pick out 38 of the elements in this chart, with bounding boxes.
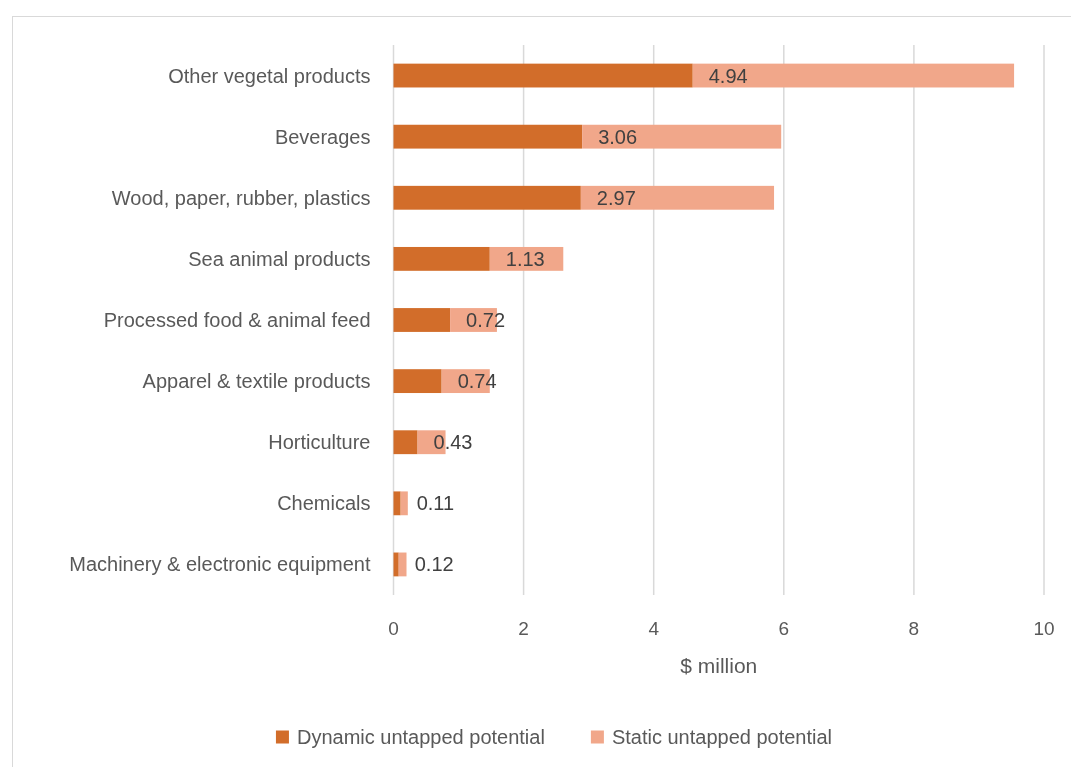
data-label: 0.12 bbox=[414, 553, 454, 576]
legend-label: Static untapped potential bbox=[611, 726, 833, 748]
y-tick-label: Horticulture bbox=[268, 431, 371, 454]
bar bbox=[393, 246, 490, 271]
y-tick-label: Apparel & textile products bbox=[142, 370, 371, 393]
legend-label: Dynamic untapped potential bbox=[296, 726, 545, 748]
data-label: 2.97 bbox=[596, 186, 636, 209]
x-tick-label: 8 bbox=[908, 617, 920, 639]
y-tick-label: Other vegetal products bbox=[168, 64, 371, 87]
y-tick-label: Wood, paper, rubber, plastics bbox=[111, 186, 371, 209]
y-tick-label: Processed food & animal feed bbox=[103, 309, 371, 331]
x-tick-label: 6 bbox=[778, 617, 790, 639]
bar bbox=[393, 63, 693, 88]
bar bbox=[393, 185, 581, 210]
x-tick-label: 2 bbox=[518, 617, 529, 639]
x-tick-label: 0 bbox=[388, 617, 399, 639]
bar bbox=[400, 491, 408, 516]
bar bbox=[393, 552, 399, 577]
y-tick-label: Sea animal products bbox=[188, 247, 371, 270]
x-axis-title: $ million bbox=[680, 654, 758, 678]
x-tick-label: 10 bbox=[1033, 617, 1055, 639]
y-tick-label: Machinery & electronic equipment bbox=[69, 553, 371, 576]
bar bbox=[393, 430, 418, 455]
data-label: 4.94 bbox=[708, 64, 748, 87]
x-tick-label: 4 bbox=[648, 617, 660, 639]
data-label: 1.13 bbox=[505, 247, 545, 270]
bar bbox=[582, 124, 782, 149]
data-label: 0.11 bbox=[416, 492, 455, 515]
bar bbox=[692, 63, 1015, 88]
bar bbox=[580, 185, 775, 210]
bar bbox=[393, 369, 442, 394]
y-tick-label: Beverages bbox=[274, 125, 371, 148]
data-label: 3.06 bbox=[598, 125, 638, 148]
bar bbox=[393, 124, 583, 149]
bar bbox=[393, 308, 451, 332]
bar bbox=[393, 491, 401, 516]
y-tick-label: Chemicals bbox=[277, 492, 371, 515]
bar bbox=[398, 552, 407, 577]
